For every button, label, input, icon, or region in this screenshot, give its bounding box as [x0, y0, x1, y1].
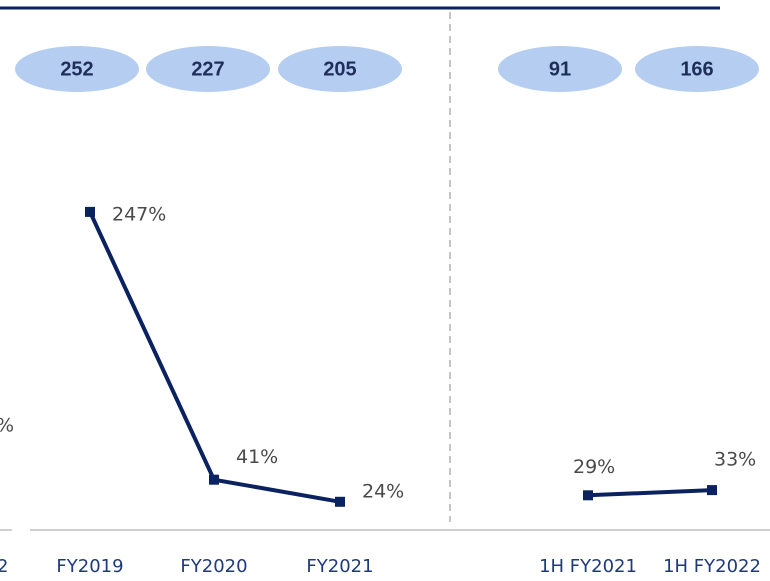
point [707, 485, 717, 496]
point [85, 206, 95, 217]
value-label: 33% [714, 449, 756, 471]
point [209, 474, 219, 485]
edge-fragment: % [0, 415, 14, 437]
line [88, 211, 341, 504]
bubble [635, 46, 759, 92]
value-label: 41% [236, 446, 278, 468]
value-label: 247% [112, 203, 166, 225]
bubble [278, 46, 402, 92]
x-tick-label: FY2021 [306, 556, 373, 577]
bubble [498, 46, 622, 92]
bubble-label: 205 [323, 58, 356, 80]
x-tick-label: FY2019 [56, 556, 123, 577]
point [583, 490, 593, 501]
bubble [146, 46, 270, 92]
edge-fragment: 2 [0, 556, 8, 577]
x-tick-label: FY2020 [180, 556, 247, 577]
bubble-label: 166 [680, 58, 713, 80]
x-tick-label: 1H FY2021 [539, 556, 637, 577]
bubble-label: 227 [191, 58, 224, 80]
bubble [15, 46, 139, 92]
x-tick-label: 1H FY2022 [663, 556, 761, 577]
line [587, 488, 713, 498]
bubble-label: 91 [549, 58, 571, 80]
bubble-label: 252 [60, 58, 93, 80]
value-label: 29% [573, 456, 615, 478]
value-label: 24% [362, 480, 404, 502]
point [335, 496, 345, 507]
